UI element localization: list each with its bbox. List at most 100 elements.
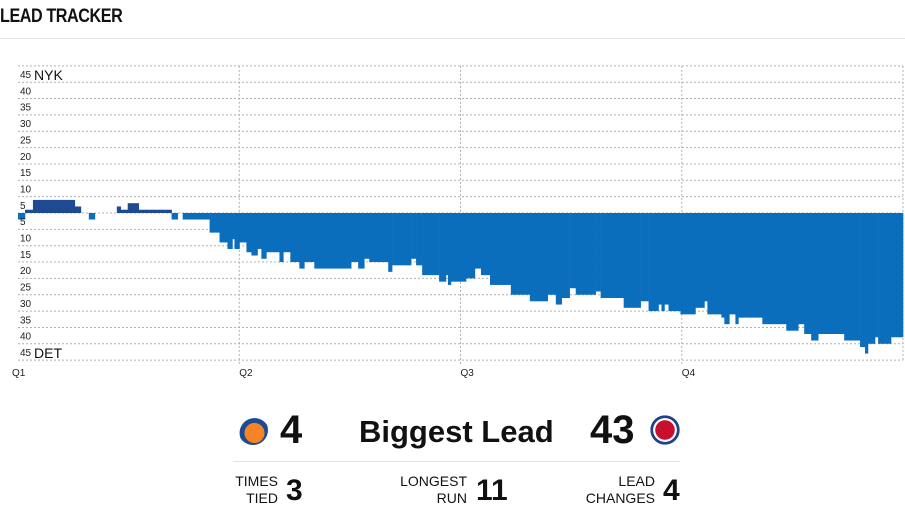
det-lead-bar xyxy=(695,213,705,308)
y-tick-label: 15 xyxy=(20,250,32,261)
det-lead-bar xyxy=(575,213,596,295)
lead-changes-label-line2: CHANGES xyxy=(585,490,655,506)
nyk-lead-bar xyxy=(127,203,140,213)
header-divider xyxy=(0,38,905,39)
nyk-lead-bar xyxy=(116,206,121,213)
top-team-label: NYK xyxy=(34,67,63,83)
det-lead-bar xyxy=(369,213,389,263)
det-lead-bar xyxy=(878,213,892,344)
det-lead-bar xyxy=(364,213,370,259)
det-lead-bar xyxy=(490,213,512,285)
y-tick-label: 35 xyxy=(20,315,32,326)
det-lead-bar xyxy=(729,213,736,315)
x-tick-label: Q1 xyxy=(12,368,26,379)
det-lead-bar xyxy=(738,213,763,318)
det-lead-bar xyxy=(867,213,876,344)
y-tick-label: 30 xyxy=(20,119,32,130)
y-tick-label: 15 xyxy=(20,168,32,179)
det-lead-bar xyxy=(283,213,291,253)
times-tied-label-line2: TIED xyxy=(246,490,278,506)
det-lead-bar xyxy=(445,213,449,276)
y-tick-label: 25 xyxy=(20,135,32,146)
det-lead-bar xyxy=(735,213,739,325)
det-lead-bar xyxy=(232,213,235,240)
longest-run-label: LONGEST RUN xyxy=(400,473,467,507)
y-tick-label: 45 xyxy=(20,70,32,81)
longest-run-label-line2: RUN xyxy=(436,490,467,506)
lead-changes-label-line1: LEAD xyxy=(618,473,655,489)
x-tick-label: Q2 xyxy=(239,368,253,379)
det-lead-bar xyxy=(658,213,662,305)
det-lead-bar xyxy=(388,213,393,272)
nyk-lead-bar xyxy=(25,209,34,213)
y-tick-label: 10 xyxy=(20,234,32,245)
stats-divider xyxy=(233,461,680,462)
det-lead-bar xyxy=(290,213,300,263)
det-lead-bar xyxy=(182,213,210,220)
y-tick-label: 20 xyxy=(20,266,32,277)
det-lead-bar xyxy=(447,213,452,285)
y-tick-label: 40 xyxy=(20,332,32,343)
y-tick-label: 30 xyxy=(20,299,32,310)
det-lead-bar xyxy=(251,213,258,256)
section-title: LEAD TRACKER xyxy=(0,6,123,27)
x-tick-label: Q3 xyxy=(461,368,475,379)
lead-tracker-chart: 4540353025201510551015202530354045NYKDET… xyxy=(12,65,904,379)
det-lead-bar xyxy=(595,213,601,292)
det-lead-bar xyxy=(704,213,708,302)
det-lead-bar xyxy=(724,213,730,325)
det-lead-bar xyxy=(664,213,669,305)
det-lead-bar xyxy=(209,213,220,233)
det-lead-bar xyxy=(891,213,904,338)
det-lead-bar xyxy=(623,213,641,308)
y-tick-label: 45 xyxy=(20,348,32,359)
x-tick-label: Q4 xyxy=(682,368,696,379)
det-lead-bar xyxy=(314,213,352,269)
times-tied-label-line1: TIMES xyxy=(235,473,278,489)
det-lead-bar xyxy=(171,213,178,220)
knicks-logo-icon xyxy=(238,415,268,445)
det-lead-bar xyxy=(299,213,305,269)
y-tick-label: 25 xyxy=(20,283,32,294)
det-lead-bar xyxy=(304,213,315,263)
det-lead-bar xyxy=(416,213,423,266)
y-tick-label: 40 xyxy=(20,86,32,97)
det-lead-bar xyxy=(874,213,879,338)
det-lead-bar xyxy=(279,213,284,263)
det-lead-bar xyxy=(450,213,467,282)
det-lead-bar xyxy=(351,213,359,263)
nyk-biggest-lead: 4 xyxy=(280,408,303,452)
det-biggest-lead: 43 xyxy=(590,408,635,452)
det-lead-bar xyxy=(804,213,812,334)
det-lead-bar xyxy=(439,213,447,282)
det-lead-bar xyxy=(227,213,233,249)
y-tick-label: 20 xyxy=(20,152,32,163)
det-lead-bar xyxy=(246,213,252,253)
det-lead-bar xyxy=(680,213,696,315)
times-tied-label: TIMES TIED xyxy=(235,473,278,507)
pistons-logo-icon xyxy=(650,415,680,445)
det-lead-bar xyxy=(411,213,417,259)
det-lead-bar xyxy=(18,213,26,220)
biggest-lead-label: Biggest Lead xyxy=(359,414,554,449)
y-tick-label: 10 xyxy=(20,184,32,195)
det-lead-bar xyxy=(561,213,570,299)
det-lead-bar xyxy=(239,213,247,243)
det-lead-bar xyxy=(480,213,491,276)
y-tick-label: 35 xyxy=(20,103,32,114)
det-lead-bar xyxy=(234,213,240,249)
lead-changes-label: LEAD CHANGES xyxy=(586,473,655,507)
det-lead-bar xyxy=(648,213,659,312)
det-lead-bar xyxy=(818,213,845,334)
det-lead-bar xyxy=(529,213,549,302)
det-lead-bar xyxy=(266,213,280,253)
det-lead-bar xyxy=(547,213,557,295)
times-tied-value: 3 xyxy=(286,474,303,507)
nyk-lead-bar xyxy=(32,199,76,213)
det-lead-bar xyxy=(865,213,869,354)
det-lead-bar xyxy=(88,213,96,220)
longest-run-label-line1: LONGEST xyxy=(400,473,467,489)
nyk-lead-bar xyxy=(120,209,129,213)
lead-changes-value: 4 xyxy=(663,474,680,507)
